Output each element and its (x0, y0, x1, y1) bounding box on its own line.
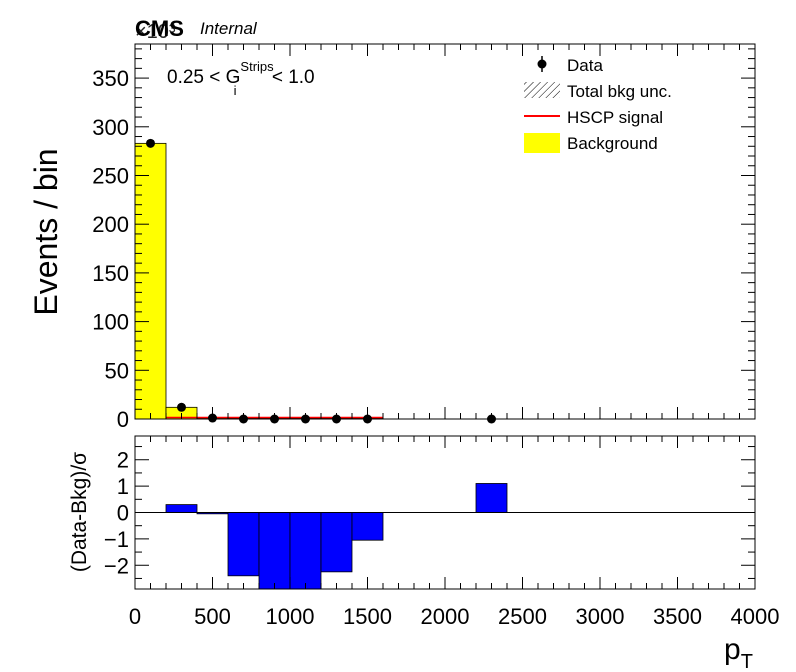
svg-text:Total bkg unc.: Total bkg unc. (567, 82, 672, 101)
legend: Data Total bkg unc. HSCP signal Backgrou… (524, 56, 672, 153)
x-tick-label: 4000 (731, 604, 780, 629)
ratio-y-tick-label: 1 (117, 474, 129, 499)
ratio-bar (289, 512, 322, 590)
background-bar (134, 142, 167, 420)
main-y-tick-label: 100 (92, 310, 129, 335)
internal-label: Internal (200, 19, 258, 38)
ratio-bar (320, 512, 353, 573)
x-tick-label: 1500 (343, 604, 392, 629)
legend-item-data: Data (537, 56, 603, 75)
ratio-bar (227, 512, 260, 577)
svg-text:Background: Background (567, 134, 658, 153)
x-tick-label: 1000 (266, 604, 315, 629)
cms-label: CMS (135, 16, 184, 41)
main-axis-ticks: 0 50 100 150 200 250 300 350 (92, 44, 756, 432)
x-tick-label: 2000 (421, 604, 470, 629)
main-y-tick-label: 350 (92, 66, 129, 91)
axis-multiplier-label: ×10³ (135, 21, 176, 43)
ratio-bar (258, 512, 291, 590)
data-point (177, 402, 186, 412)
x-tick-label: 3500 (653, 604, 702, 629)
main-y-axis-title: Events / bin (28, 148, 64, 315)
legend-item-background: Background (524, 133, 658, 153)
data-point (146, 138, 155, 148)
ratio-y-tick-label: 2 (117, 448, 129, 473)
x-axis-title: pT (724, 633, 753, 672)
svg-text:Data: Data (567, 56, 603, 75)
ratio-bar (351, 512, 384, 541)
x-tick-label: 0 (129, 604, 141, 629)
main-y-tick-label: 50 (105, 358, 129, 383)
legend-item-hscp-signal: HSCP signal (524, 108, 663, 127)
ratio-histogram (165, 483, 508, 590)
ratio-y-axis-title: (Data-Bkg)/σ (68, 452, 91, 572)
legend-item-total-bkg-unc: Total bkg unc. (524, 82, 672, 101)
x-tick-label: 500 (194, 604, 231, 629)
data-points (146, 138, 496, 424)
background-histogram (134, 142, 384, 420)
ratio-bar (475, 483, 508, 513)
main-y-tick-label: 150 (92, 261, 129, 286)
ratio-y-tick-label: −2 (104, 553, 129, 578)
main-y-tick-label: 0 (117, 407, 129, 432)
main-y-tick-label: 200 (92, 212, 129, 237)
svg-text:HSCP signal: HSCP signal (567, 108, 663, 127)
ratio-bar (165, 504, 198, 513)
x-tick-label: 2500 (498, 604, 547, 629)
main-y-tick-label: 300 (92, 115, 129, 140)
main-y-tick-label: 250 (92, 163, 129, 188)
ratio-y-tick-label: −1 (104, 527, 129, 552)
ratio-y-tick-label: 0 (117, 501, 129, 526)
x-tick-label: 3000 (576, 604, 625, 629)
selection-annotation: 0.25 < GStrips i < 1.0 (167, 59, 315, 98)
